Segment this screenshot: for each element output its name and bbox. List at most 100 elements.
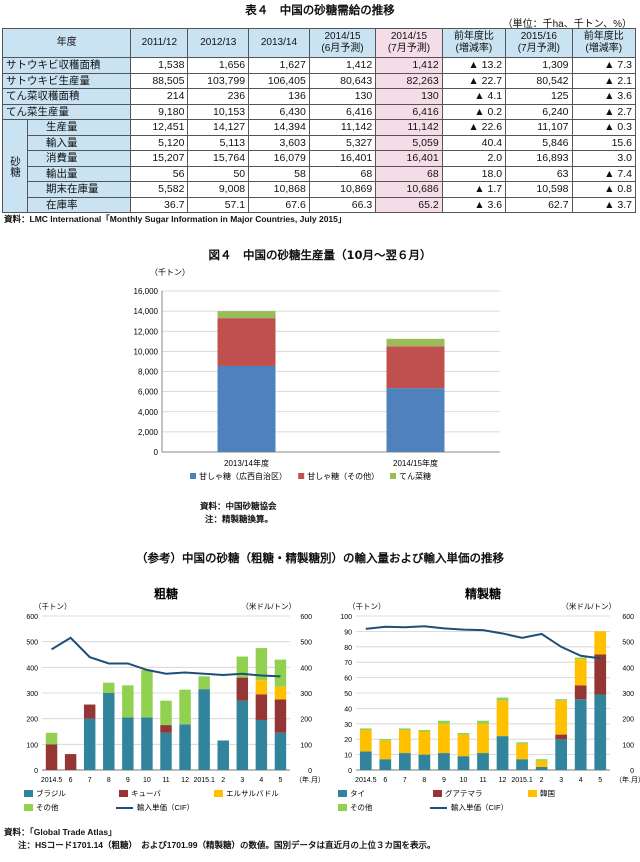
table-header-cell: 前年度比 (増減率) — [571, 28, 637, 58]
bar-segment — [198, 689, 210, 770]
row-label: サトウキビ生産量 — [1, 72, 132, 89]
bar-segment — [160, 725, 172, 733]
y-tick-label: 40 — [344, 706, 352, 713]
x-tick-label: 7 — [88, 777, 92, 784]
table-header-cell: 2014/15 (6月予測) — [308, 28, 377, 58]
legend-swatch — [338, 790, 347, 797]
table-cell: 82,263 — [375, 72, 443, 89]
bar-segment — [83, 718, 96, 770]
table-cell: ▲ 2.7 — [571, 103, 637, 120]
bar-segment — [359, 728, 372, 730]
table-cell: 16,893 — [505, 150, 573, 167]
reference-title: （参考）中国の砂糖（粗糖・精製糖別）の輸入量および輸入単価の推移 — [136, 551, 504, 565]
bar-segment — [594, 694, 607, 770]
x-tick-label: 8 — [107, 777, 111, 784]
bar-segment — [418, 754, 431, 770]
table-cell: 10,868 — [248, 181, 310, 198]
y2-tick-label: 400 — [622, 665, 634, 672]
y-tick-label: 30 — [344, 722, 352, 729]
bar-segment — [386, 388, 445, 452]
table-cell: 15,207 — [130, 150, 189, 167]
table-cell: 5,120 — [130, 134, 189, 151]
y-tick-label: 0 — [154, 448, 159, 457]
table-cell: ▲ 1.7 — [441, 181, 507, 198]
legend-label: ブラジル — [36, 788, 66, 798]
x-tick-label: 2014.5 — [355, 777, 377, 784]
table-cell: 1,412 — [308, 57, 377, 74]
bar-segment — [574, 657, 587, 660]
reference-source: 資料：「Global Trade Atlas」 — [4, 827, 117, 837]
x-tick-label: 4 — [579, 777, 583, 784]
x-axis-suffix: （年.月） — [615, 775, 640, 784]
bar-segment — [535, 766, 548, 770]
legend-swatch — [298, 473, 305, 479]
legend-label: グアテマラ — [445, 788, 483, 798]
y-tick-label: 50 — [344, 691, 352, 698]
table-cell: 50 — [187, 165, 250, 182]
legend-label: てん菜糖 — [399, 471, 431, 481]
x-tick-label: 7 — [403, 777, 407, 784]
y-tick-label: 80 — [344, 645, 352, 652]
x-tick-label: 3 — [559, 777, 563, 784]
bar-segment — [516, 743, 528, 760]
x-tick-label: 2015.1 — [193, 777, 215, 784]
x-tick-label: 8 — [422, 777, 426, 784]
y2-tick-label: 0 — [630, 768, 634, 775]
table-cell: 80,643 — [308, 72, 377, 89]
y2-tick-label: 200 — [622, 717, 634, 724]
legend-label: 輸入単価（CIF） — [137, 802, 194, 812]
table-cell: 1,309 — [505, 57, 573, 74]
y2-tick-label: 300 — [300, 691, 312, 698]
bar-segment — [122, 685, 134, 718]
bar-segment — [359, 729, 372, 752]
y2-tick-label: 500 — [300, 640, 312, 647]
table-cell: ▲ 3.7 — [571, 196, 637, 213]
bar-segment — [236, 656, 249, 678]
bar-segment — [359, 751, 372, 770]
y-tick-label: 20 — [344, 737, 352, 744]
x-tick-label: 2014/15年度 — [393, 458, 438, 468]
bar-segment — [496, 736, 509, 770]
table-cell: 15.6 — [571, 134, 637, 151]
bar-segment — [122, 717, 134, 770]
y2-tick-label: 600 — [622, 614, 634, 621]
bar-segment — [555, 734, 568, 740]
right-axis-unit: （米ドル/トン） — [561, 601, 616, 611]
table-cell: 80,542 — [505, 72, 573, 89]
bar-segment — [217, 365, 276, 452]
bar-segment — [555, 739, 568, 770]
x-tick-label: 9 — [442, 777, 446, 784]
legend-swatch — [390, 473, 396, 479]
y-tick-label: 16,000 — [134, 287, 159, 296]
table-cell: 40.4 — [441, 134, 507, 151]
table-cell: 68 — [375, 165, 443, 182]
chart-title: 粗糖 — [154, 586, 178, 601]
legend-label: その他 — [36, 802, 59, 812]
table-cell: 11,107 — [505, 119, 573, 136]
table-cell: 1,656 — [187, 57, 250, 74]
x-tick-label: 6 — [69, 777, 73, 784]
table-cell: 14,394 — [248, 119, 310, 136]
table-cell: 1,538 — [130, 57, 189, 74]
y-tick-label: 600 — [26, 614, 38, 621]
legend-swatch — [528, 790, 537, 797]
bar-segment — [141, 717, 153, 770]
bar-segment — [535, 759, 548, 761]
y-tick-label: 8,000 — [138, 368, 159, 377]
legend-swatch — [24, 790, 33, 797]
bar-segment — [457, 734, 470, 757]
row-label: 在庫率 — [26, 196, 132, 213]
legend-label: その他 — [350, 802, 373, 812]
bar-segment — [594, 654, 607, 695]
table-row: 砂糖 生産量 12,451 14,127 14,394 11,142 11,142 ▲ 22.… — [2, 119, 637, 213]
table-cell: 63 — [505, 165, 573, 182]
legend-swatch — [433, 790, 442, 797]
table-cell: 1,627 — [248, 57, 310, 74]
legend-label: エルサルバドル — [226, 789, 279, 798]
table-row: 輸出量 56 50 58 68 68 18.0 63 ▲ 7.4 — [3, 165, 637, 182]
table-cell: 62.7 — [505, 196, 573, 213]
bar-segment — [386, 338, 445, 347]
table-cell: 14,127 — [187, 119, 250, 136]
bar-segment — [255, 648, 268, 681]
table-cell: 88,505 — [130, 72, 189, 89]
